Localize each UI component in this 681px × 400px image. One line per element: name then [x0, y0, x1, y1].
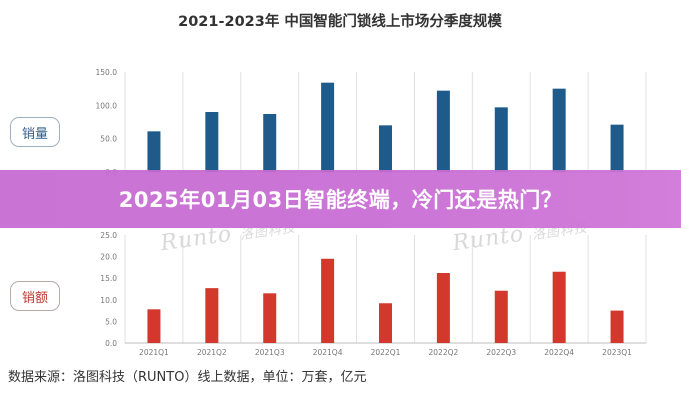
volume-bar: [379, 125, 392, 172]
x-tick-label: 2022Q4: [544, 348, 574, 357]
x-tick-label: 2021Q2: [197, 348, 227, 357]
x-tick-label: 2021Q4: [313, 348, 343, 357]
headline-text: 2025年01月03日智能终端，冷门还是热门？: [118, 188, 563, 212]
volume-bar: [494, 107, 508, 172]
headline-banner: 2025年01月03日智能终端，冷门还是热门？: [0, 170, 681, 228]
value-bar: [552, 271, 566, 343]
volume-bar: [321, 82, 335, 172]
value-ytick-label: 10.0: [100, 296, 117, 305]
value-bar: [494, 290, 508, 343]
value-ytick-label: 20.0: [100, 253, 117, 262]
volume-bar: [147, 131, 161, 172]
volume-bar: [552, 88, 566, 172]
value-ytick-label: 25.0: [100, 231, 117, 240]
volume-ytick-label: 50.0: [100, 135, 117, 144]
value-bar: [436, 273, 450, 343]
volume-bar: [436, 90, 450, 172]
x-tick-label: 2021Q3: [255, 348, 285, 357]
x-tick-label: 2021Q1: [139, 348, 169, 357]
value-bar: [205, 288, 219, 343]
x-tick-label: 2022Q1: [371, 348, 401, 357]
chart-title: 2021-2023年 中国智能门锁线上市场分季度规模: [178, 12, 502, 30]
volume-ytick-label: 100.0: [96, 101, 118, 110]
sales-value-label: 销额: [10, 281, 60, 311]
sales-volume-label-text: 销量: [21, 126, 48, 142]
volume-bar: [205, 112, 219, 172]
value-bar: [379, 303, 392, 343]
sales-value-label-text: 销额: [21, 290, 48, 306]
value-ytick-label: 15.0: [100, 274, 117, 283]
x-tick-label: 2023Q1: [602, 348, 632, 357]
x-tick-label: 2022Q2: [429, 348, 459, 357]
value-bar: [610, 310, 624, 343]
source-note: 数据来源：洛图科技（RUNTO）线上数据，单位：万套，亿元: [8, 370, 367, 385]
value-bar: [321, 258, 335, 343]
volume-bar: [610, 124, 624, 172]
volume-ytick-label: 150.0: [96, 68, 118, 77]
x-tick-label: 2022Q3: [486, 348, 516, 357]
volume-bar: [263, 114, 277, 172]
sales-value-panel: 25.0 20.0 15.0 10.0 5.0 0.0 2021Q1 2021Q2 2021Q3…: [100, 231, 647, 357]
value-bar: [147, 309, 161, 343]
sales-volume-label: 销量: [10, 117, 60, 147]
value-ytick-label: 5.0: [105, 317, 117, 326]
value-ytick-label: 0.0: [105, 339, 117, 348]
value-bar: [263, 293, 277, 343]
